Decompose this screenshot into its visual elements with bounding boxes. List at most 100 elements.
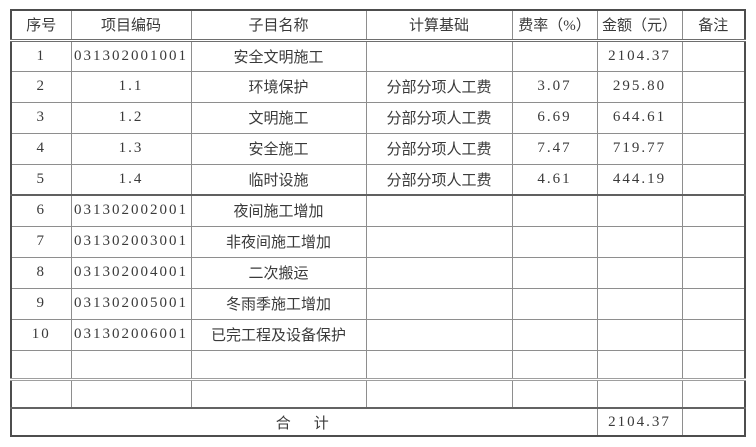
cell-rate xyxy=(511,256,598,289)
cell-remark xyxy=(681,318,746,351)
col-header-remark: 备注 xyxy=(681,9,746,42)
cell-amount xyxy=(596,318,683,351)
cell-basis xyxy=(365,225,513,258)
cell-index: 8 xyxy=(10,256,72,289)
cell-amount: 644.61 xyxy=(596,101,683,134)
cell-rate xyxy=(511,318,598,351)
table-row: 4 1.3 安全施工 分部分项人工费 7.47 719.77 xyxy=(10,132,746,165)
table-row: 6 031302002001 夜间施工增加 xyxy=(10,194,746,227)
cell-index xyxy=(10,349,72,381)
cell-amount: 719.77 xyxy=(596,132,683,165)
cell-index: 9 xyxy=(10,287,72,320)
table-row: 3 1.2 文明施工 分部分项人工费 6.69 644.61 xyxy=(10,101,746,134)
cell-amount xyxy=(596,225,683,258)
table-row: 9 031302005001 冬雨季施工增加 xyxy=(10,287,746,320)
cell-rate: 6.69 xyxy=(511,101,598,134)
cell-remark xyxy=(681,194,746,227)
table-row: 2 1.1 环境保护 分部分项人工费 3.07 295.80 xyxy=(10,70,746,103)
cell-name: 夜间施工增加 xyxy=(190,194,367,227)
cell-index xyxy=(10,378,72,409)
cell-code: 031302002001 xyxy=(70,194,192,227)
cell-rate xyxy=(511,378,598,409)
cell-code: 1.3 xyxy=(70,132,192,165)
cell-code: 031302004001 xyxy=(70,256,192,289)
cell-name xyxy=(190,378,367,409)
cell-basis xyxy=(365,194,513,227)
cell-index: 5 xyxy=(10,163,72,196)
cell-index: 3 xyxy=(10,101,72,134)
cell-index: 4 xyxy=(10,132,72,165)
cell-amount: 295.80 xyxy=(596,70,683,103)
header-row: 序号 项目编码 子目名称 计算基础 费率（%） 金额（元） 备注 xyxy=(10,9,746,42)
col-header-code: 项目编码 xyxy=(70,9,192,42)
cell-amount xyxy=(596,194,683,227)
cell-code: 031302003001 xyxy=(70,225,192,258)
cell-index: 7 xyxy=(10,225,72,258)
cell-code: 1.2 xyxy=(70,101,192,134)
cell-basis xyxy=(365,378,513,409)
cell-name: 环境保护 xyxy=(190,70,367,103)
cell-name: 二次搬运 xyxy=(190,256,367,289)
cell-amount xyxy=(596,349,683,381)
cell-basis xyxy=(365,287,513,320)
table-row xyxy=(10,349,746,381)
cell-rate: 4.61 xyxy=(511,163,598,196)
cell-remark xyxy=(681,287,746,320)
cell-name xyxy=(190,349,367,381)
cell-code: 031302001001 xyxy=(70,39,192,72)
cell-basis xyxy=(365,256,513,289)
col-header-amount: 金额（元） xyxy=(596,9,683,42)
total-row: 合 计 2104.37 xyxy=(10,407,746,437)
cell-name: 冬雨季施工增加 xyxy=(190,287,367,320)
cell-basis xyxy=(365,318,513,351)
total-label-cell: 合 计 xyxy=(10,407,598,437)
cell-index: 10 xyxy=(10,318,72,351)
table-row: 5 1.4 临时设施 分部分项人工费 4.61 444.19 xyxy=(10,163,746,196)
table-row: 7 031302003001 非夜间施工增加 xyxy=(10,225,746,258)
cell-name: 安全施工 xyxy=(190,132,367,165)
cell-remark xyxy=(681,256,746,289)
cell-basis: 分部分项人工费 xyxy=(365,163,513,196)
cell-code: 1.4 xyxy=(70,163,192,196)
cell-name: 安全文明施工 xyxy=(190,39,367,72)
cell-remark xyxy=(681,70,746,103)
cell-rate: 7.47 xyxy=(511,132,598,165)
col-header-rate: 费率（%） xyxy=(511,9,598,42)
cell-basis: 分部分项人工费 xyxy=(365,132,513,165)
cell-code: 031302005001 xyxy=(70,287,192,320)
cell-remark xyxy=(681,101,746,134)
cell-remark xyxy=(681,225,746,258)
cell-code: 031302006001 xyxy=(70,318,192,351)
cell-code: 1.1 xyxy=(70,70,192,103)
cell-index: 2 xyxy=(10,70,72,103)
cell-rate xyxy=(511,287,598,320)
table-row: 10 031302006001 已完工程及设备保护 xyxy=(10,318,746,351)
cell-amount: 444.19 xyxy=(596,163,683,196)
cell-index: 1 xyxy=(10,39,72,72)
total-amount-cell: 2104.37 xyxy=(596,407,683,437)
cell-amount xyxy=(596,256,683,289)
cell-index: 6 xyxy=(10,194,72,227)
cell-name: 非夜间施工增加 xyxy=(190,225,367,258)
cell-amount xyxy=(596,378,683,409)
cell-basis: 分部分项人工费 xyxy=(365,101,513,134)
total-label: 合 计 xyxy=(275,415,333,432)
cell-remark xyxy=(681,39,746,72)
col-header-basis: 计算基础 xyxy=(365,9,513,42)
table-row: 1 031302001001 安全文明施工 2104.37 xyxy=(10,39,746,72)
cell-amount xyxy=(596,287,683,320)
cell-basis: 分部分项人工费 xyxy=(365,70,513,103)
cell-name: 文明施工 xyxy=(190,101,367,134)
cell-rate xyxy=(511,225,598,258)
table-row xyxy=(10,378,746,409)
total-remark-cell xyxy=(681,407,746,437)
table-row: 8 031302004001 二次搬运 xyxy=(10,256,746,289)
cell-amount: 2104.37 xyxy=(596,39,683,72)
cell-rate: 3.07 xyxy=(511,70,598,103)
col-header-name: 子目名称 xyxy=(190,9,367,42)
col-header-index: 序号 xyxy=(10,9,72,42)
cell-name: 临时设施 xyxy=(190,163,367,196)
cell-code xyxy=(70,349,192,381)
cell-code xyxy=(70,378,192,409)
